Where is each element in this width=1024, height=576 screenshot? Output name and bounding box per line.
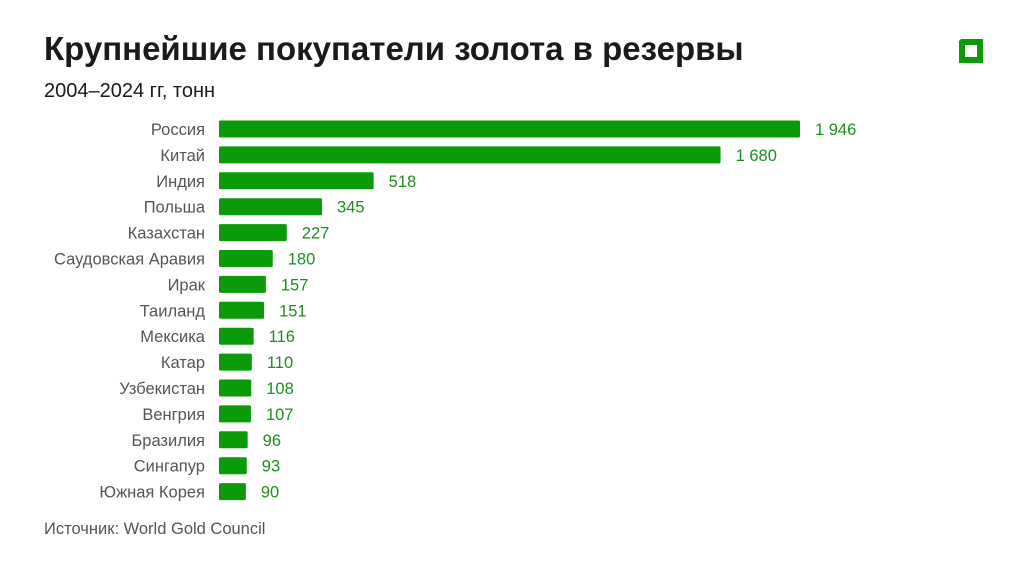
bar [219, 224, 287, 242]
category-label: Катар [161, 354, 205, 372]
category-label: Бразилия [131, 432, 205, 450]
value-label: 110 [267, 354, 293, 372]
chart-title: Крупнейшие покупатели золота в резервы [44, 30, 744, 67]
bar [219, 457, 247, 475]
value-label: 1 680 [736, 147, 777, 165]
bar [219, 250, 273, 267]
category-label: Индия [156, 173, 205, 191]
value-label: 116 [269, 328, 295, 346]
category-label: Южная Корея [99, 484, 205, 502]
square-frame-logo-icon [959, 39, 983, 63]
bar [219, 379, 252, 397]
bar [219, 327, 254, 345]
value-label: 180 [288, 251, 316, 269]
chart-subtitle: 2004–2024 гг, тонн [44, 80, 216, 102]
bar [219, 146, 721, 164]
bar [219, 431, 248, 449]
bar [219, 353, 252, 371]
value-label: 151 [279, 302, 307, 320]
bar [219, 275, 266, 293]
category-label: Польша [144, 199, 206, 217]
value-label: 518 [389, 173, 417, 191]
category-label: Ирак [168, 276, 206, 294]
bar [219, 483, 246, 501]
value-label: 345 [337, 199, 365, 217]
category-label: Мексика [140, 328, 206, 346]
category-label: Таиланд [140, 302, 206, 320]
value-label: 108 [266, 380, 294, 398]
bar [219, 301, 265, 319]
category-label: Китай [160, 147, 205, 165]
category-label: Венгрия [142, 406, 205, 424]
source-note: Источник: World Gold Council [44, 520, 266, 538]
value-label: 227 [302, 225, 330, 243]
value-label: 1 946 [815, 121, 856, 139]
value-label: 107 [266, 406, 294, 424]
bar [219, 120, 800, 138]
value-label: 93 [262, 458, 280, 476]
bar [219, 198, 323, 216]
category-label: Казахстан [128, 225, 205, 243]
category-label: Саудовская Аравия [54, 251, 205, 269]
value-label: 90 [261, 484, 279, 502]
value-label: 157 [281, 276, 309, 294]
bar [219, 172, 374, 190]
value-label: 96 [263, 432, 281, 450]
category-label: Узбекистан [119, 380, 205, 398]
category-label: Сингапур [134, 458, 205, 476]
bar [219, 405, 251, 423]
category-label: Россия [151, 121, 205, 139]
